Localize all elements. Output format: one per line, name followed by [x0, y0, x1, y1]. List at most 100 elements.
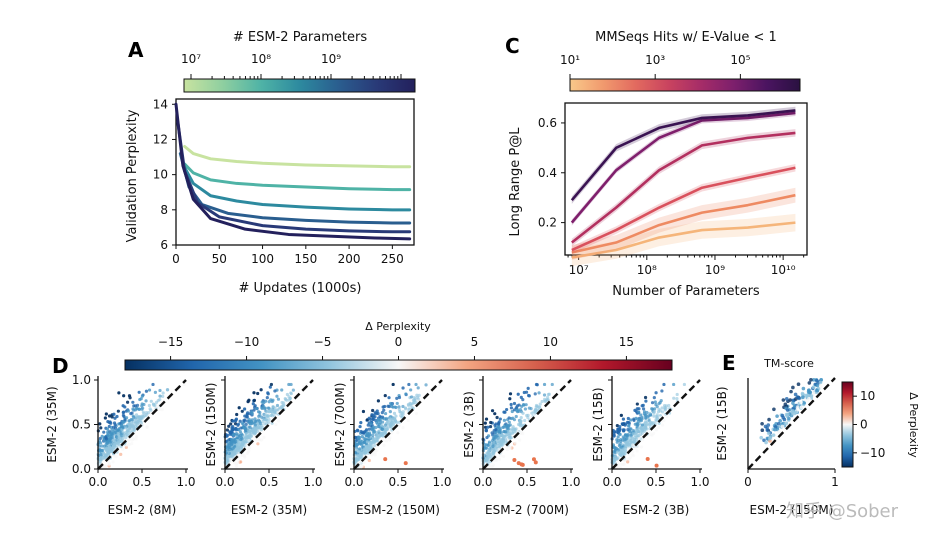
scatter-point — [234, 450, 239, 455]
scatter-point — [366, 423, 370, 427]
scatter-point — [121, 410, 125, 415]
scatter-point — [390, 420, 394, 424]
scatter-point — [121, 430, 125, 434]
colorbar-tick-label: −5 — [314, 335, 332, 349]
scatter-point — [131, 437, 135, 441]
scatter-point — [623, 458, 627, 463]
scatter-point — [631, 443, 635, 447]
scatter-point — [631, 432, 635, 436]
scatter-point — [253, 423, 257, 427]
scatter-point — [494, 457, 498, 462]
scatter-point — [240, 421, 244, 425]
scatter-point — [508, 392, 513, 396]
scatter-point — [158, 388, 162, 393]
scatter-point — [618, 432, 622, 437]
scatter-point — [388, 417, 392, 421]
scatter-point — [416, 397, 420, 401]
scatter-point — [253, 404, 257, 408]
scatter-point — [282, 403, 286, 407]
scatter-point — [629, 433, 633, 437]
scatter-subplot-2: 0.0 0.5 1.0 ESM-2 (35M) ESM-2 (150M) — [204, 376, 323, 517]
scatter-point — [259, 438, 264, 442]
scatter-point — [634, 446, 638, 450]
scatter-point — [388, 410, 392, 414]
scatter-point — [654, 415, 658, 419]
scatter-point — [234, 439, 238, 443]
scatter-point — [619, 413, 623, 417]
panel-a: A # ESM-2 Parameters 10⁷ 10⁸ 10⁹ 0 50 100 150… — [125, 30, 416, 296]
scatter-point — [507, 420, 511, 424]
scatter-point — [397, 423, 401, 428]
identity-line — [482, 379, 572, 470]
scatter-point — [535, 383, 539, 387]
scatter-point — [491, 444, 495, 449]
scatter-point — [117, 435, 121, 440]
subplot-ylabel: ESM-2 (150M) — [204, 383, 218, 467]
scatter-point — [226, 441, 230, 445]
scatter-point — [640, 423, 644, 427]
scatter-point — [502, 418, 507, 422]
scatter-point — [775, 414, 779, 418]
scatter-point — [620, 422, 625, 426]
scatter-point — [100, 434, 104, 438]
y-tick-label: 0.2 — [538, 216, 557, 230]
subplot-ylabel: ESM-2 (15B) — [591, 387, 605, 461]
scatter-point — [358, 460, 363, 465]
scatter-point — [626, 416, 630, 421]
scatter-point — [521, 411, 525, 415]
scatter-point — [508, 397, 512, 401]
scatter-point — [371, 425, 376, 429]
colorbar-tick-label: 10³ — [645, 53, 665, 67]
y-tick-label: 0.4 — [538, 166, 557, 180]
scatter-point — [518, 419, 523, 423]
scatter-point — [648, 424, 652, 429]
scatter-point — [534, 408, 538, 412]
scatter-point — [811, 385, 816, 390]
scatter-point — [242, 418, 246, 423]
scatter-point — [127, 419, 131, 423]
scatter-point — [227, 444, 232, 448]
scatter-point — [390, 431, 394, 435]
scatter-point — [140, 407, 144, 411]
scatter-point — [383, 423, 387, 427]
scatter-point — [502, 410, 506, 414]
scatter-point — [121, 447, 125, 451]
scatter-point — [508, 446, 512, 451]
scatter-point — [128, 396, 132, 400]
scatter-point — [108, 420, 112, 424]
scatter-point — [104, 412, 108, 416]
scatter-point — [367, 416, 371, 420]
x-tick-label: 0.0 — [215, 475, 234, 489]
scatter-point — [488, 448, 492, 452]
scatter-point — [525, 413, 529, 418]
scatter-point — [245, 412, 249, 416]
scatter-point — [484, 428, 488, 432]
scatter-point — [233, 422, 238, 426]
scatter-point — [410, 395, 414, 399]
scatter-point — [424, 383, 428, 387]
scatter-point — [635, 402, 639, 406]
scatter-point — [139, 421, 144, 425]
colorbar-tick-label: 10 — [860, 389, 875, 403]
scatter-outlier — [654, 463, 659, 468]
scatter-point — [667, 403, 671, 408]
scatter-point — [401, 410, 405, 414]
scatter-point — [119, 452, 123, 456]
scatter-point — [231, 419, 235, 423]
scatter-point — [637, 410, 641, 414]
scatter-point — [356, 429, 360, 433]
scatter-point — [110, 415, 114, 419]
scatter-point — [240, 409, 244, 413]
scatter-point — [246, 400, 250, 404]
scatter-point — [356, 437, 361, 441]
x-tick-label: 250 — [381, 252, 404, 266]
scatter-point — [250, 421, 254, 426]
scatter-point — [490, 409, 495, 413]
scatter-point — [371, 433, 375, 438]
scatter-point — [613, 451, 617, 455]
scatter-point — [362, 447, 366, 451]
scatter-point — [275, 394, 279, 398]
scatter-point — [255, 406, 259, 411]
scatter-point — [615, 438, 619, 442]
